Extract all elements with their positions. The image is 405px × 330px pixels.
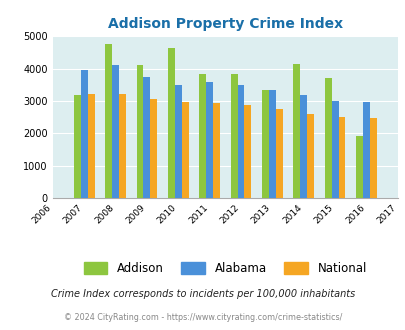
- Bar: [168, 48, 175, 198]
- Bar: [268, 90, 275, 198]
- Bar: [355, 136, 362, 198]
- Bar: [338, 117, 345, 198]
- Text: Crime Index corresponds to incidents per 100,000 inhabitants: Crime Index corresponds to incidents per…: [51, 289, 354, 299]
- Bar: [112, 65, 119, 198]
- Bar: [230, 74, 237, 198]
- Text: © 2024 CityRating.com - https://www.cityrating.com/crime-statistics/: © 2024 CityRating.com - https://www.city…: [64, 313, 341, 322]
- Bar: [136, 65, 143, 198]
- Bar: [362, 102, 369, 198]
- Bar: [300, 95, 307, 198]
- Bar: [261, 90, 268, 198]
- Bar: [181, 102, 188, 198]
- Bar: [175, 85, 181, 198]
- Bar: [213, 103, 220, 198]
- Bar: [81, 70, 87, 198]
- Bar: [150, 99, 157, 198]
- Bar: [119, 93, 126, 198]
- Bar: [199, 75, 206, 198]
- Bar: [244, 105, 251, 198]
- Bar: [324, 78, 331, 198]
- Bar: [206, 82, 213, 198]
- Legend: Addison, Alabama, National: Addison, Alabama, National: [78, 256, 372, 280]
- Bar: [293, 64, 300, 198]
- Bar: [74, 94, 81, 198]
- Bar: [307, 114, 313, 198]
- Bar: [331, 101, 338, 198]
- Bar: [369, 118, 376, 198]
- Bar: [105, 44, 112, 198]
- Title: Addison Property Crime Index: Addison Property Crime Index: [107, 17, 342, 31]
- Bar: [143, 77, 150, 198]
- Bar: [275, 109, 282, 198]
- Bar: [237, 85, 244, 198]
- Bar: [87, 93, 94, 198]
